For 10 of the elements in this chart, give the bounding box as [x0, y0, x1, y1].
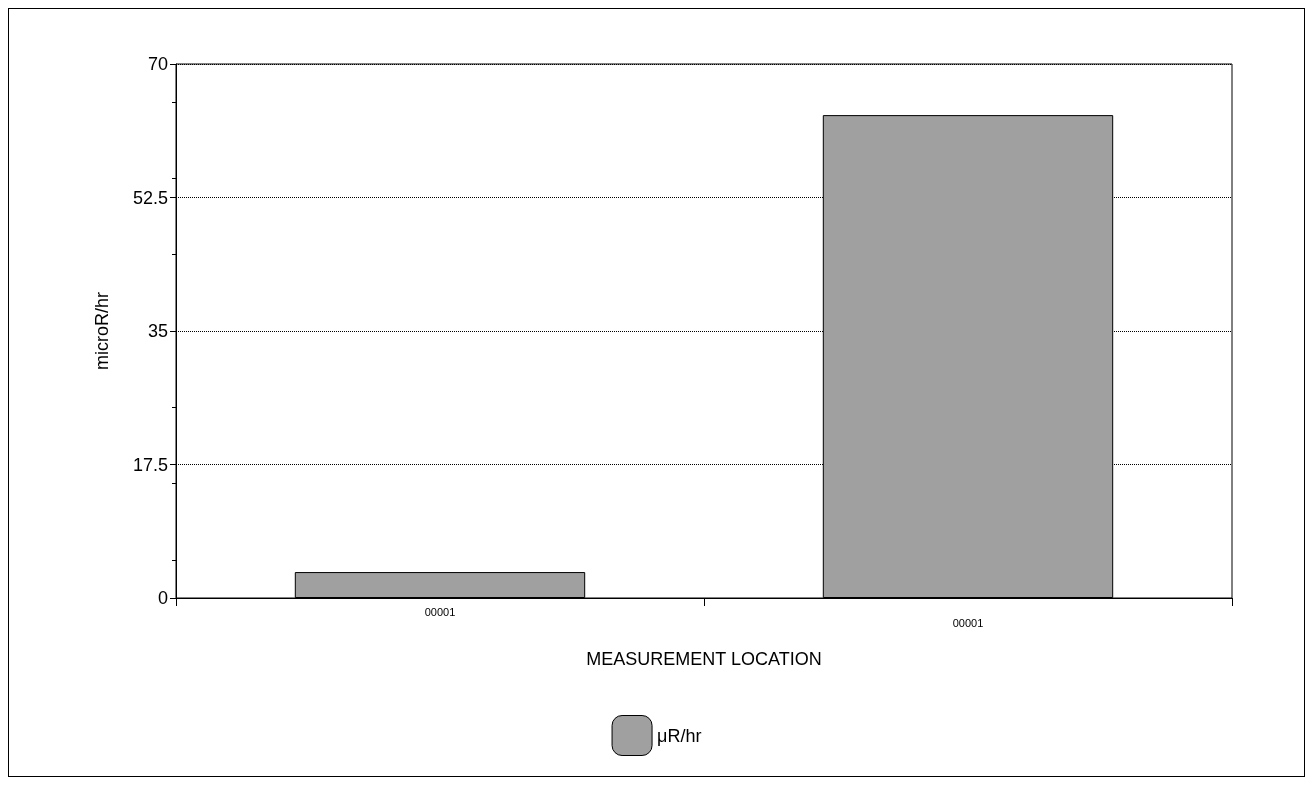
- y-tick-label: 52.5: [132, 187, 168, 208]
- y-tick-label: 70: [147, 54, 168, 74]
- y-tick-label: 0: [157, 588, 168, 608]
- x-tick-label: 00001: [952, 616, 984, 629]
- y-tick-label: 17.5: [132, 454, 168, 475]
- x-tick-label: 00001: [424, 605, 456, 618]
- x-axis-title: MEASUREMENT LOCATION: [586, 649, 822, 669]
- y-tick-label: 35: [147, 321, 168, 341]
- legend-label: μR/hr: [657, 725, 702, 746]
- y-axis-title: microR/hr: [92, 291, 112, 371]
